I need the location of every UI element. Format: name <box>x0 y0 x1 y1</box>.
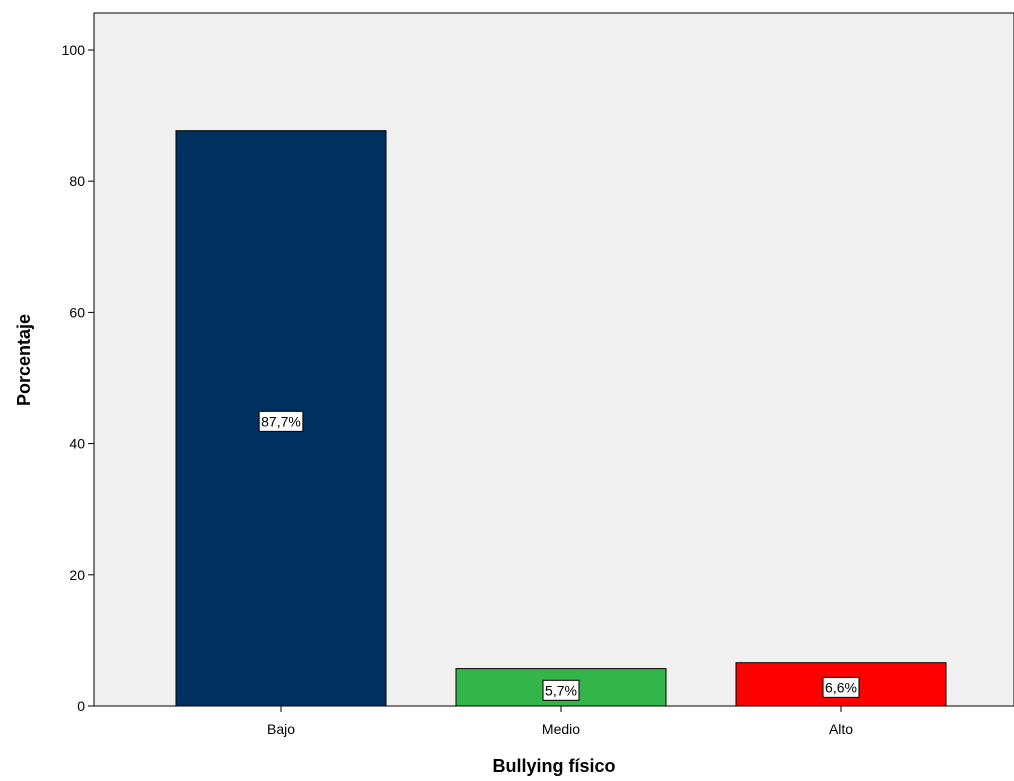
bars-group: 87,7% 5,7% 6,6% <box>175 130 947 707</box>
data-label: 5,7% <box>545 682 577 698</box>
y-axis-title: Porcentaje <box>14 314 34 406</box>
y-tick-label: 60 <box>69 304 85 320</box>
data-label: 87,7% <box>261 413 301 429</box>
data-label-group: 6,6% <box>822 676 860 698</box>
x-axis-title: Bullying físico <box>492 756 615 776</box>
y-tick-label: 40 <box>69 436 85 452</box>
data-label-box <box>822 676 860 698</box>
x-tick-label: Medio <box>542 721 580 737</box>
x-axis: Bajo Medio Alto <box>267 706 853 737</box>
y-tick-label: 0 <box>77 698 85 714</box>
x-tick-label: Alto <box>829 721 853 737</box>
data-label: 6,6% <box>825 679 857 695</box>
y-axis: 0 20 40 60 80 100 <box>62 42 94 714</box>
x-tick-label: Bajo <box>267 721 295 737</box>
data-label-box <box>258 410 304 432</box>
data-label-box <box>542 679 580 701</box>
data-label-group: 87,7% <box>258 410 304 432</box>
data-label-group: 5,7% <box>542 679 580 701</box>
y-tick-label: 100 <box>62 42 86 58</box>
y-tick-label: 20 <box>69 567 85 583</box>
y-tick-label: 80 <box>69 173 85 189</box>
